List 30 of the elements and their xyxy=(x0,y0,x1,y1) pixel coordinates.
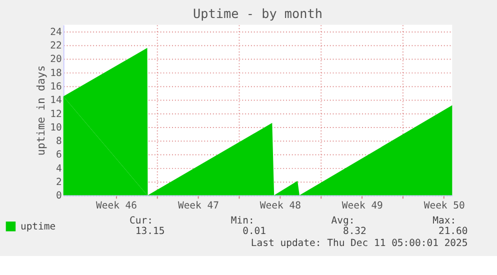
text: Cur: xyxy=(130,216,153,226)
y-tick-label: 14 xyxy=(50,95,62,106)
x-tick-label: Week 47 xyxy=(178,200,220,212)
y-tick-label: 2 xyxy=(56,177,62,188)
x-tick-label: Week 46 xyxy=(96,200,138,212)
y-tick-label: 24 xyxy=(50,26,62,38)
x-tick-label: Week 48 xyxy=(260,200,302,212)
x-tick-label: Week 50 xyxy=(424,200,466,212)
text: 13.15 xyxy=(135,226,165,238)
text: Avg: xyxy=(331,216,355,226)
y-axis-title: uptime in days xyxy=(34,65,48,156)
y-tick-label: 10 xyxy=(50,122,62,134)
y-tick-label: 22 xyxy=(50,40,62,52)
text: Last update: Thu Dec 11 05:00:01 2025 xyxy=(250,238,468,249)
text: Min: xyxy=(230,216,254,226)
y-tick-label: 16 xyxy=(50,82,62,93)
y-tick-label: 8 xyxy=(56,136,62,148)
text: 0.01 xyxy=(242,226,266,238)
y-tick-label: 6 xyxy=(56,150,62,161)
text: 8.32 xyxy=(342,226,367,238)
y-tick-label: 0 xyxy=(56,190,62,202)
chart-title: Uptime - by month xyxy=(192,6,323,21)
y-tick-label: 4 xyxy=(56,163,62,174)
x-tick-label: Week 49 xyxy=(342,200,384,212)
y-tick-label: 12 xyxy=(50,108,62,120)
y-tick-label: 18 xyxy=(50,68,62,79)
legend-label: uptime xyxy=(20,221,56,232)
y-tick-label: 20 xyxy=(50,54,62,66)
text: Max: xyxy=(432,216,456,226)
text: 21.60 xyxy=(438,226,468,238)
